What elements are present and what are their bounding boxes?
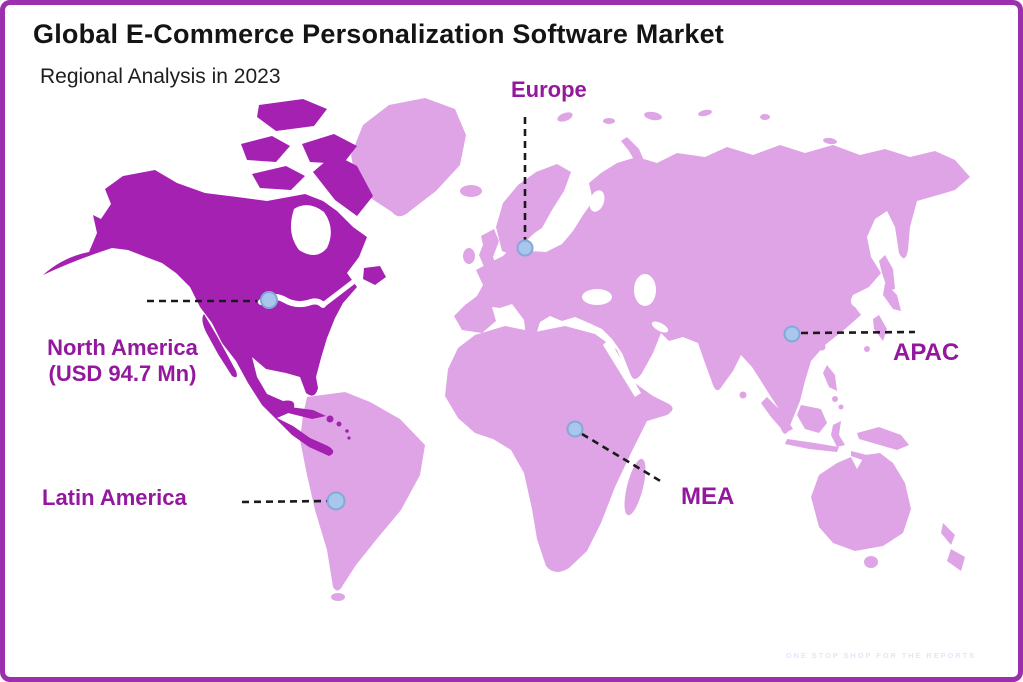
apac-callout-line (800, 330, 916, 335)
banner-headline: North America is Expected to Hold the La… (31, 615, 602, 664)
mea-marker-dot (566, 420, 584, 438)
marketus-logo-text: market.us ONE STOP SHOP FOR THE REPORTS (785, 618, 976, 661)
madagascar-region (624, 458, 646, 516)
sumatra-region (761, 397, 793, 433)
map-sea-cutouts (524, 190, 669, 397)
page-subtitle: Regional Analysis in 2023 (40, 65, 281, 88)
label-apac: APAC (893, 339, 960, 366)
world-map (43, 98, 970, 601)
java-region (785, 439, 839, 452)
label-europe: Europe (511, 77, 587, 102)
australia-region (811, 453, 911, 551)
label-latin-america: Latin America (42, 485, 187, 510)
sulawesi-region (831, 421, 845, 447)
europe-marker-dot (516, 239, 534, 257)
japan-region (883, 283, 901, 311)
north-america-region (43, 170, 367, 456)
marker-dots (260, 239, 801, 511)
marketus-logo-tagline: ONE STOP SHOP FOR THE REPORTS (785, 651, 976, 660)
greenland-region (351, 98, 466, 217)
label-mea: MEA (681, 483, 735, 510)
tasmania-region (864, 556, 878, 568)
iceland-region (460, 185, 482, 197)
scandinavia-region (496, 164, 571, 256)
ireland-region (463, 248, 475, 264)
marketus-logo: market.us ONE STOP SHOP FOR THE REPORTS (702, 611, 976, 669)
new-guinea-region (857, 427, 909, 450)
novaya-zemlya (621, 137, 645, 165)
map-light-regions (300, 98, 970, 601)
borneo-region (797, 405, 827, 433)
marketus-logo-name: market.us (785, 618, 914, 648)
north-america-lakes (258, 205, 360, 308)
mea-callout-line (581, 432, 663, 484)
bottom-banner: North America is Expected to Hold the La… (5, 603, 1018, 677)
label-north-america: North America (USD 94.7 Mn) (25, 335, 220, 387)
label-north-america-value: (USD 94.7 Mn) (48, 360, 197, 386)
label-north-america-name: North America (47, 335, 198, 360)
page-title: Global E-Commerce Personalization Softwa… (33, 19, 724, 49)
latin-america-callout-line (241, 499, 328, 504)
south-america-region (300, 392, 425, 591)
new-zealand-region (941, 523, 955, 545)
apac-marker-dot (783, 325, 801, 343)
callout-lines (147, 117, 916, 504)
latin-america-marker-dot (326, 491, 346, 511)
eurasia-region (454, 145, 970, 434)
philippines-region (823, 365, 837, 391)
uk-region (479, 229, 499, 269)
africa-region (445, 326, 673, 573)
north-america-marker-dot (260, 291, 278, 309)
sakhalin-region (879, 255, 895, 291)
marketus-logo-icon (706, 622, 767, 663)
map-dark-region (43, 99, 386, 456)
tierra-del-fuego (331, 593, 345, 601)
